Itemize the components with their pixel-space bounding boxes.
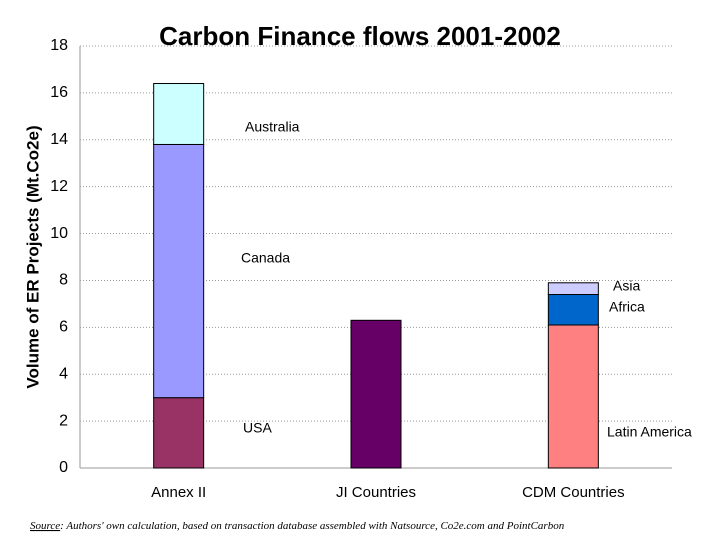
y-tick-label: 10 xyxy=(50,225,68,242)
y-tick-label: 4 xyxy=(59,365,68,382)
y-tick-label: 0 xyxy=(59,459,68,476)
y-tick-label: 6 xyxy=(59,319,68,336)
series-label: Australia xyxy=(245,119,300,135)
bar-segment xyxy=(547,294,599,326)
y-tick-label: 8 xyxy=(59,272,68,289)
bar-segment xyxy=(153,143,205,399)
series-label: Latin America xyxy=(607,424,692,440)
y-axis-title: Volume of ER Projects (Mt.Co2e) xyxy=(23,125,42,388)
bar-segment xyxy=(547,282,599,296)
source-label: Source xyxy=(30,520,60,532)
series-label: Asia xyxy=(613,278,640,294)
y-tick-label: 18 xyxy=(50,37,68,54)
y-tick-label: 2 xyxy=(59,412,68,429)
bar-segment xyxy=(153,397,205,469)
bar-segment xyxy=(350,319,402,469)
source-note: Source: Authors' own calculation, based … xyxy=(30,520,565,532)
series-label: Canada xyxy=(241,250,290,266)
x-tick-label: JI Countries xyxy=(336,484,416,501)
x-tick-label: Annex II xyxy=(151,484,206,501)
bar-segment xyxy=(153,83,205,145)
series-label: Africa xyxy=(609,299,645,315)
x-tick-label: CDM Countries xyxy=(522,484,625,501)
series-label: USA xyxy=(243,420,272,436)
y-tick-label: 12 xyxy=(50,178,68,195)
source-text: : Authors' own calculation, based on tra… xyxy=(60,520,565,532)
y-tick-label: 16 xyxy=(50,84,68,101)
y-tick-label: 14 xyxy=(50,131,68,148)
bar-segment xyxy=(547,324,599,469)
